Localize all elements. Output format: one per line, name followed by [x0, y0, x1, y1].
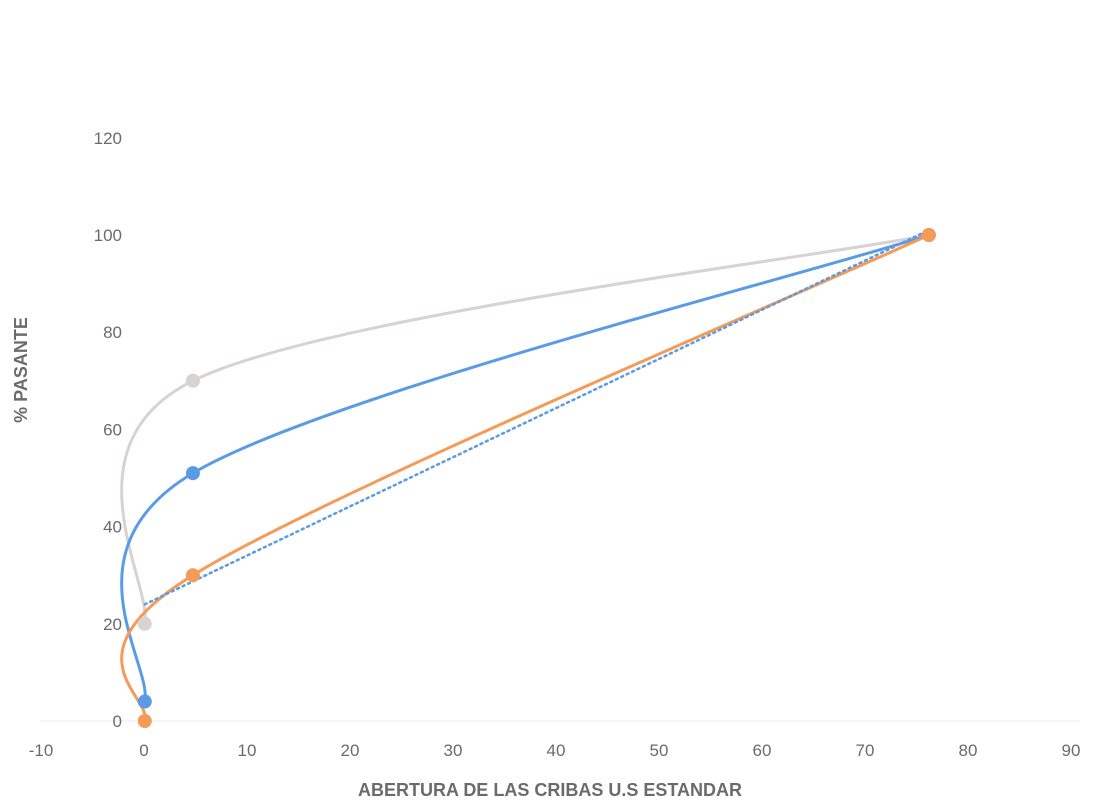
- data-point-series-1: [137, 616, 152, 631]
- y-tick-label: 100: [94, 226, 122, 245]
- series-line-2: [120, 233, 931, 704]
- series-lines: [120, 233, 931, 723]
- x-tick-label: 70: [856, 741, 875, 760]
- y-tick-label: 120: [94, 129, 122, 148]
- x-tick-label: 90: [1062, 741, 1081, 760]
- y-tick-label: 60: [103, 420, 122, 439]
- data-point-series-2: [137, 694, 152, 709]
- y-axis-title: % PASANTE: [11, 317, 31, 423]
- series-line-1: [120, 233, 931, 626]
- series-line-3: [120, 233, 931, 723]
- x-tick-label: 10: [238, 741, 257, 760]
- y-tick-label: 0: [113, 712, 122, 731]
- y-tick-labels: 0 20 40 60 80 100 120: [94, 129, 122, 731]
- x-tick-label: 60: [753, 741, 772, 760]
- data-point-series-2: [185, 466, 200, 481]
- x-tick-label: 80: [959, 741, 978, 760]
- data-point-series-1: [185, 373, 200, 388]
- x-tick-label: 50: [650, 741, 669, 760]
- trendline-dotted: [143, 228, 931, 606]
- trendline: [143, 228, 931, 606]
- data-point-series-3: [921, 228, 936, 242]
- x-axis-title: ABERTURA DE LAS CRIBAS U.S ESTANDAR: [358, 780, 742, 800]
- x-tick-label: 40: [547, 741, 566, 760]
- x-tick-labels: -10 0 10 20 30 40 50 60 70 80 90: [29, 741, 1081, 760]
- data-points: [137, 228, 936, 728]
- x-tick-label: 20: [341, 741, 360, 760]
- y-tick-label: 80: [103, 323, 122, 342]
- data-point-series-3: [185, 568, 200, 583]
- data-point-series-3: [137, 714, 152, 728]
- x-tick-label: -10: [29, 741, 54, 760]
- x-tick-label: 0: [139, 741, 148, 760]
- y-tick-label: 20: [103, 615, 122, 634]
- y-tick-label: 40: [103, 518, 122, 537]
- x-tick-label: 30: [444, 741, 463, 760]
